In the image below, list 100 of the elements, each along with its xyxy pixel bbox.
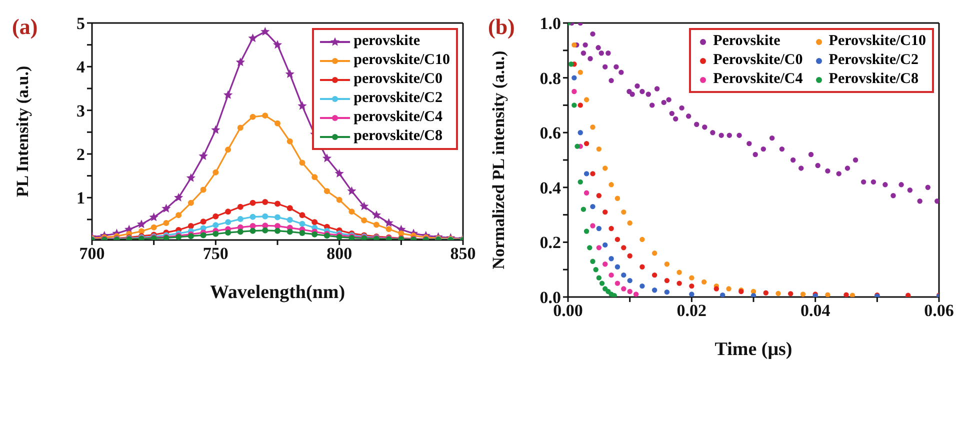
point (907, 188, 913, 193)
point (225, 219, 232, 226)
point (844, 292, 849, 297)
point (588, 56, 593, 62)
legend-label: Perovskite (713, 32, 780, 51)
point (299, 160, 306, 166)
point (186, 173, 196, 182)
point (852, 157, 858, 163)
point (746, 140, 752, 146)
legend-label: perovskite/C2 (354, 89, 442, 108)
point (612, 293, 617, 297)
point (372, 210, 381, 219)
point (646, 92, 651, 97)
legend-label: perovskite/C4 (354, 108, 442, 127)
point (237, 228, 244, 235)
point (272, 40, 282, 49)
point (689, 283, 694, 289)
point (574, 144, 580, 149)
point (614, 64, 619, 70)
point (627, 220, 632, 226)
point (618, 70, 624, 75)
point (578, 179, 583, 185)
point (608, 182, 614, 188)
point (672, 116, 678, 122)
point (627, 278, 632, 284)
point (596, 45, 601, 50)
legend-label: Perovskite/C10 (828, 32, 926, 51)
point (602, 262, 608, 267)
point (788, 291, 794, 296)
point (584, 97, 590, 102)
point (676, 280, 682, 286)
point (664, 278, 670, 284)
point (666, 97, 672, 102)
point (798, 166, 804, 171)
point (236, 57, 245, 66)
y-tick-label: 0.8 (540, 68, 561, 88)
point (212, 169, 219, 176)
chart-title: (a) (12, 14, 38, 40)
point (844, 166, 850, 171)
point (614, 236, 620, 242)
point (934, 198, 939, 204)
point (582, 42, 588, 48)
point (633, 292, 639, 297)
point (580, 206, 586, 212)
point (815, 162, 820, 168)
point (361, 217, 368, 224)
point (250, 214, 256, 220)
point (917, 198, 922, 204)
legend-label: Perovskite/C8 (828, 70, 918, 89)
point (587, 245, 592, 250)
point (590, 124, 596, 130)
legend-label: perovskite/C10 (354, 51, 450, 70)
point (262, 213, 268, 220)
point (572, 75, 577, 80)
point (614, 280, 620, 286)
point (212, 222, 219, 228)
point (890, 193, 896, 198)
point (590, 258, 596, 264)
point (200, 186, 206, 193)
point (621, 286, 626, 292)
legend-label: perovskite (354, 32, 420, 51)
point (621, 272, 626, 278)
point (608, 256, 614, 262)
point (200, 232, 206, 238)
point (162, 204, 171, 212)
point (652, 250, 658, 256)
point (324, 188, 330, 194)
point (925, 184, 930, 190)
x-tick-label: 0.06 (924, 301, 954, 320)
point (590, 223, 596, 228)
point (606, 50, 611, 56)
point (360, 202, 369, 210)
point (779, 146, 785, 152)
point (274, 214, 280, 220)
point (602, 242, 608, 248)
point (149, 212, 158, 222)
point (299, 230, 306, 236)
point (578, 130, 583, 136)
point (225, 208, 232, 215)
point (298, 101, 307, 110)
x-tick-label: 800 (326, 244, 352, 264)
point (237, 124, 244, 131)
y-tick-label: 0.2 (540, 233, 561, 252)
point (188, 223, 194, 230)
point (614, 264, 620, 270)
point (694, 122, 700, 127)
point (760, 146, 766, 152)
point (322, 154, 332, 162)
point (312, 174, 318, 180)
point (634, 83, 640, 89)
point (286, 228, 293, 235)
point (602, 209, 608, 215)
point (726, 132, 732, 138)
point (790, 157, 796, 163)
point (572, 102, 577, 108)
legend-label: Perovskite/C2 (828, 51, 918, 70)
point (661, 100, 666, 106)
point (850, 292, 856, 297)
point (336, 196, 342, 203)
point (590, 204, 596, 210)
